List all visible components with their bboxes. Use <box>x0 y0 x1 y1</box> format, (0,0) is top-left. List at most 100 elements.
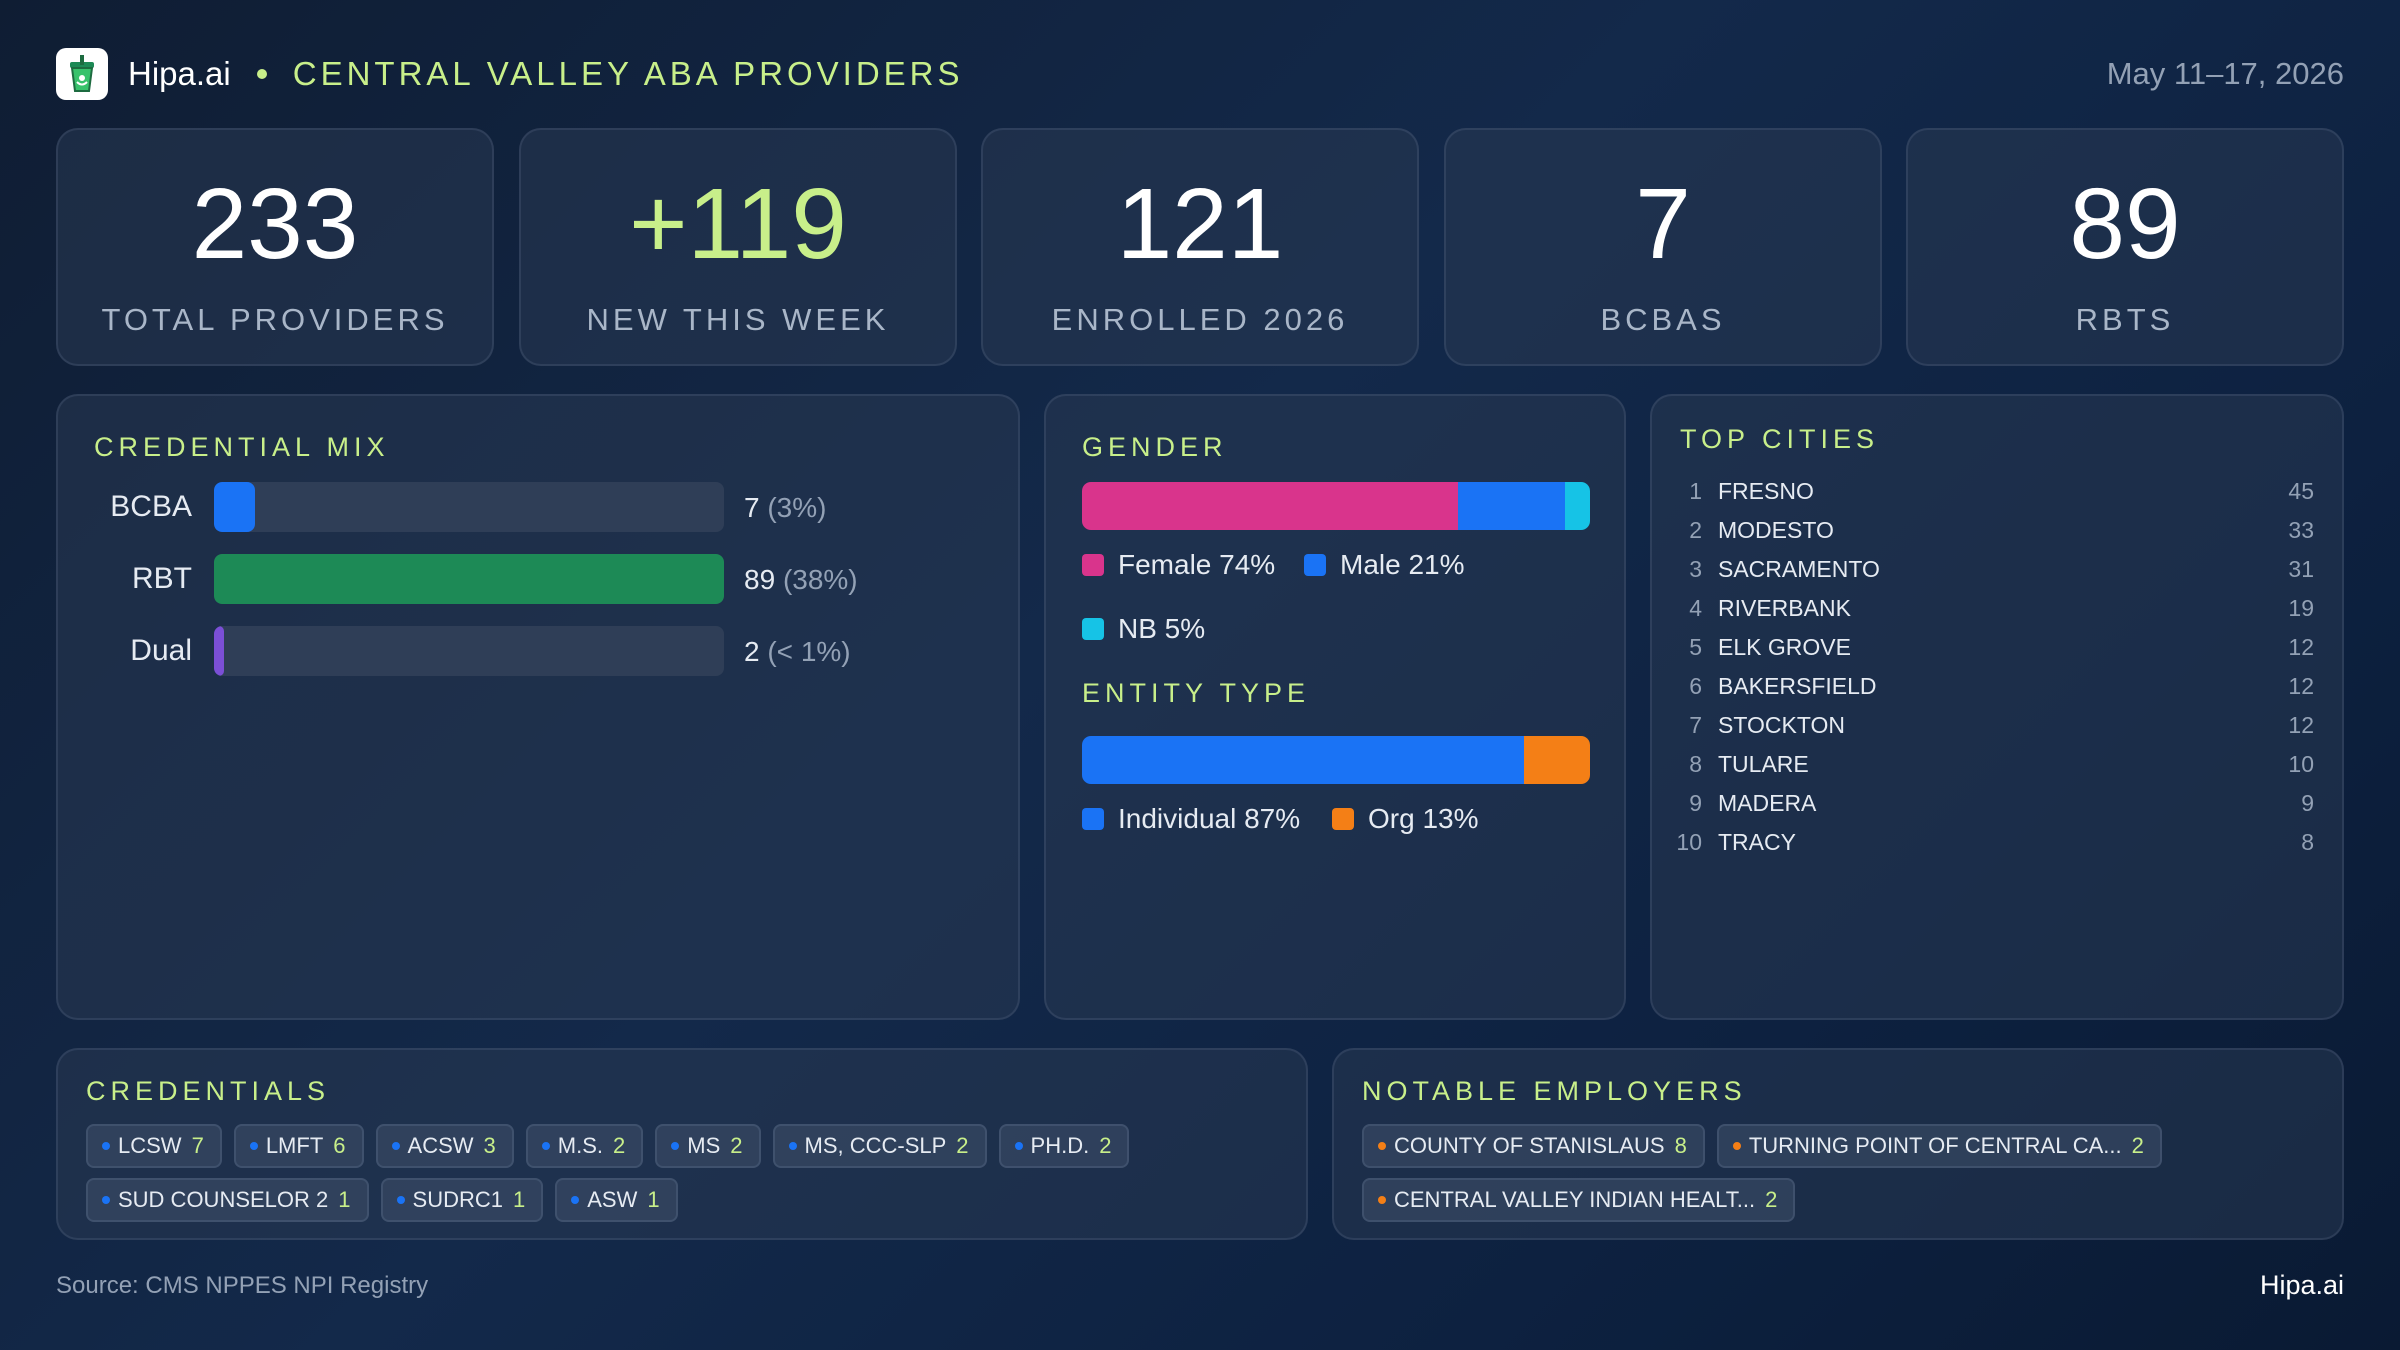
city-count: 12 <box>2288 634 2314 660</box>
city-row: 8 TULARE 10 <box>1652 751 2342 790</box>
gender-stacked-bar <box>1082 482 1590 530</box>
credential-chip: MS 2 <box>655 1124 761 1168</box>
chip-dot <box>541 1142 550 1150</box>
city-rank: 9 <box>1689 790 1702 816</box>
city-name: FRESNO <box>1718 478 1814 504</box>
stat-value: 233 <box>191 168 359 280</box>
chip-dot <box>396 1196 405 1204</box>
gender-entity-panel: GENDER Female 74% Male 21% NB 5% ENTITY … <box>1044 394 1626 1020</box>
entity_type-segment <box>1523 736 1590 784</box>
city-name: SACRAMENTO <box>1718 556 1880 582</box>
credential-value: 7 (3%) <box>744 492 826 524</box>
credential-count: 89 <box>744 564 776 595</box>
legend-female: Female 74% <box>1082 549 1275 581</box>
chip-label: M.S. <box>557 1133 603 1158</box>
city-row: 1 FRESNO 45 <box>1652 478 2342 517</box>
city-rank: 2 <box>1689 517 1702 543</box>
chip-dot <box>1378 1196 1386 1204</box>
city-count: 31 <box>2288 556 2314 582</box>
city-rank: 1 <box>1689 478 1702 504</box>
chip-label: COUNTY OF STANISLAUS <box>1394 1133 1665 1158</box>
chip-count: 7 <box>191 1133 204 1158</box>
legend-label: Individual 87% <box>1118 803 1301 834</box>
legend-swatch <box>1304 554 1326 576</box>
credential-value: 2 (< 1%) <box>744 636 851 668</box>
legend-swatch <box>1082 618 1104 640</box>
section-title: GENDER <box>1082 432 1228 462</box>
city-name: STOCKTON <box>1718 712 1845 738</box>
chip-count: 6 <box>333 1133 346 1158</box>
separator-dot <box>256 69 267 79</box>
legend-swatch <box>1082 554 1104 576</box>
chip-dot <box>571 1196 580 1204</box>
stat-label: ENROLLED 2026 <box>1051 302 1349 337</box>
credential-bar-track <box>214 554 724 604</box>
credential-chips: LCSW 7 LMFT 6 ACSW 3 M.S. 2 MS 2 MS, CCC-SLP 2 PH.D.… <box>86 1124 1278 1222</box>
city-row: 3 SACRAMENTO 31 <box>1652 556 2342 595</box>
credentials-panel: CREDENTIALS LCSW 7 LMFT 6 ACSW 3 M.S. 2 MS 2 MS, C… <box>56 1048 1308 1240</box>
chip-label: LCSW <box>118 1133 182 1158</box>
credential-value: 89 (38%) <box>744 564 858 596</box>
chip-label: ACSW <box>407 1133 474 1158</box>
chip-count: 1 <box>513 1187 526 1212</box>
city-count: 19 <box>2288 595 2314 621</box>
gender-segment <box>1082 482 1458 530</box>
section-title: CREDENTIAL MIX <box>94 432 390 462</box>
credential-count: 7 <box>744 492 760 523</box>
employer-chip: CENTRAL VALLEY INDIAN HEALT... 2 <box>1362 1178 1796 1222</box>
credential-row-dual: Dual 2 (< 1%) <box>58 626 1018 676</box>
chip-dot <box>1732 1142 1741 1150</box>
chip-dot <box>249 1142 258 1150</box>
credential-chip: ASW 1 <box>555 1178 678 1222</box>
legend-label: NB 5% <box>1118 613 1206 644</box>
city-name: MODESTO <box>1718 517 1834 543</box>
legend-label: Org 13% <box>1368 803 1479 834</box>
source-note: Source: CMS NPPES NPI Registry <box>56 1272 429 1299</box>
legend-male: Male 21% <box>1304 549 1465 581</box>
credential-bar-track <box>214 482 724 532</box>
credential-mix-panel: CREDENTIAL MIX BCBA 7 (3%) RBT 89 (38%) … <box>56 394 1020 1020</box>
city-row: 5 ELK GROVE 12 <box>1652 634 2342 673</box>
employer-chips: COUNTY OF STANISLAUS 8 TURNING POINT OF CE… <box>1362 1124 2314 1222</box>
legend-nb: NB 5% <box>1082 613 1205 645</box>
credential-chip: LMFT 6 <box>233 1124 364 1168</box>
city-count: 33 <box>2288 517 2314 543</box>
city-rank: 8 <box>1689 751 1702 777</box>
chip-dot <box>671 1142 680 1150</box>
page-title: CENTRAL VALLEY ABA PROVIDERS <box>292 55 964 92</box>
chip-label: SUD COUNSELOR 2 <box>118 1187 329 1212</box>
chip-count: 8 <box>1674 1133 1687 1158</box>
section-title: ENTITY TYPE <box>1082 678 1311 708</box>
credential-pct: (< 1%) <box>767 636 851 667</box>
stat-value: +119 <box>629 168 847 280</box>
city-rank: 5 <box>1689 634 1702 660</box>
cup-logo-icon <box>56 48 108 100</box>
footer-brand: Hipa.ai <box>2259 1270 2344 1300</box>
chip-count: 1 <box>338 1187 351 1212</box>
chip-dot <box>1378 1142 1386 1150</box>
chip-count: 2 <box>613 1133 626 1158</box>
credential-label: Dual <box>130 634 192 667</box>
credential-label: BCBA <box>110 490 192 523</box>
section-title: NOTABLE EMPLOYERS <box>1362 1076 1747 1106</box>
city-rank: 6 <box>1689 673 1702 699</box>
stat-card-rbts: 89 RBTS <box>1906 128 2344 366</box>
chip-label: MS, CCC-SLP <box>804 1133 947 1158</box>
credential-row-bcba: BCBA 7 (3%) <box>58 482 1018 532</box>
city-row: 4 RIVERBANK 19 <box>1652 595 2342 634</box>
city-name: BAKERSFIELD <box>1718 673 1877 699</box>
chip-label: MS <box>687 1133 721 1158</box>
chip-count: 2 <box>956 1133 969 1158</box>
chip-dot <box>1014 1142 1023 1150</box>
top-cities-panel: TOP CITIES 1 FRESNO 45 2 MODESTO 33 3 SACRAMENT… <box>1650 394 2344 1020</box>
legend-label: Male 21% <box>1340 549 1465 580</box>
credential-chip: MS, CCC-SLP 2 <box>772 1124 987 1168</box>
city-name: TULARE <box>1718 751 1809 777</box>
city-count: 45 <box>2288 478 2314 504</box>
stat-card-total-providers: 233 TOTAL PROVIDERS <box>56 128 494 366</box>
gender-segment <box>1457 482 1565 530</box>
legend-individual: Individual 87% <box>1082 803 1300 835</box>
chip-count: 2 <box>2131 1133 2144 1158</box>
credential-chip: SUDRC1 1 <box>380 1178 544 1222</box>
city-count: 8 <box>2301 829 2314 855</box>
